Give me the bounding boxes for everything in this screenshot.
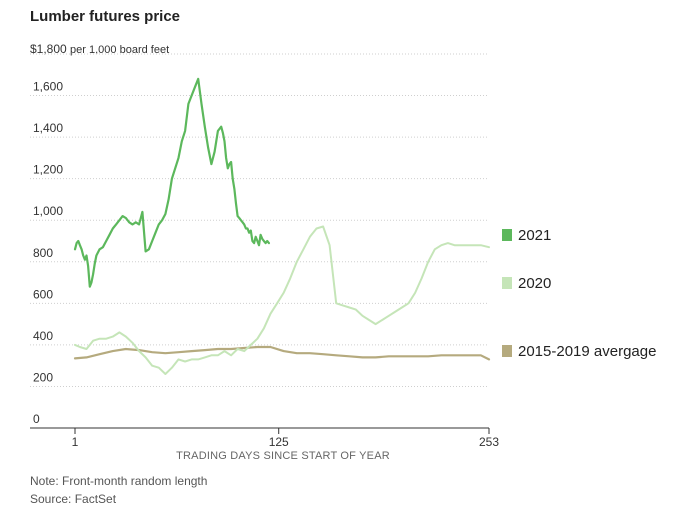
- x-tick-label: 253: [479, 435, 499, 449]
- chart-note: Note: Front-month random length: [30, 474, 208, 488]
- y-tick-label: 400: [33, 329, 53, 343]
- y-axis-top-value: $1,800: [30, 42, 67, 56]
- legend-label: 2021: [518, 227, 551, 244]
- chart-source: Source: FactSet: [30, 492, 117, 506]
- legend-label: 2015-2019 avergage: [518, 343, 656, 360]
- line-chart: 0 200 400 600 800 1,000 1,200 1,400 1,600 1 125 25…: [30, 53, 656, 462]
- series-line-2: [73, 345, 491, 361]
- y-tick-label: 1,200: [33, 163, 63, 177]
- y-axis-ticks: 0 200 400 600 800 1,000 1,200 1,400 1,600: [33, 80, 63, 426]
- legend-swatch: [502, 229, 512, 241]
- legend-swatch: [502, 277, 512, 289]
- y-tick-label: 1,600: [33, 80, 63, 94]
- x-tick-label: 1: [72, 435, 79, 449]
- y-tick-label: 600: [33, 287, 53, 301]
- series-line-0: [73, 77, 270, 288]
- legend-swatch: [502, 345, 512, 357]
- x-axis-label: TRADING DAYS SINCE START OF YEAR: [176, 450, 390, 462]
- chart-title: Lumber futures price: [30, 8, 181, 25]
- y-tick-label: 800: [33, 246, 53, 260]
- y-axis-unit-text: per 1,000 board feet: [70, 44, 170, 56]
- y-tick-label: 1,000: [33, 204, 63, 218]
- legend-label: 2020: [518, 275, 551, 292]
- y-axis-unit: $1,800 per 1,000 board feet: [30, 42, 169, 56]
- x-tick-label: 125: [269, 435, 289, 449]
- y-tick-label: 1,400: [33, 121, 63, 135]
- y-tick-label: 0: [33, 412, 40, 426]
- y-tick-label: 200: [33, 370, 53, 384]
- legend: 2021 2020 2015-2019 avergage: [502, 227, 656, 360]
- series-line-1: [74, 225, 490, 375]
- x-axis: 1 125 253 TRADING DAYS SINCE START OF YEAR: [30, 427, 499, 462]
- series-lines: [73, 77, 491, 375]
